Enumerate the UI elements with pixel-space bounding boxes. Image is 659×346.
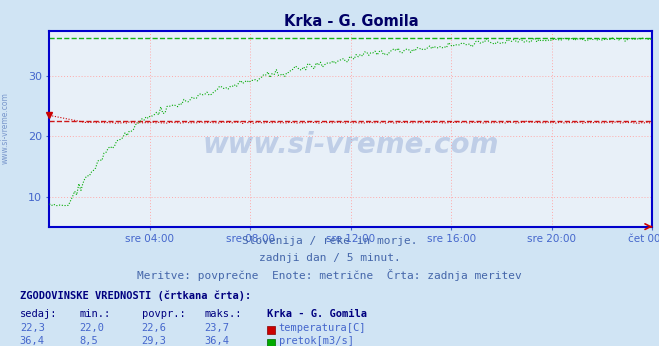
Text: www.si-vreme.com: www.si-vreme.com	[1, 92, 10, 164]
Text: 22,0: 22,0	[79, 324, 104, 334]
Text: povpr.:: povpr.:	[142, 309, 185, 319]
Text: 8,5: 8,5	[79, 336, 98, 346]
Text: pretok[m3/s]: pretok[m3/s]	[279, 336, 354, 346]
Text: Krka - G. Gomila: Krka - G. Gomila	[267, 309, 367, 319]
Text: maks.:: maks.:	[204, 309, 242, 319]
Text: 22,3: 22,3	[20, 324, 45, 334]
Text: ZGODOVINSKE VREDNOSTI (črtkana črta):: ZGODOVINSKE VREDNOSTI (črtkana črta):	[20, 291, 251, 301]
Text: 29,3: 29,3	[142, 336, 167, 346]
Text: zadnji dan / 5 minut.: zadnji dan / 5 minut.	[258, 253, 401, 263]
Text: temperatura[C]: temperatura[C]	[279, 324, 366, 334]
Text: Slovenija / reke in morje.: Slovenija / reke in morje.	[242, 236, 417, 246]
Text: 23,7: 23,7	[204, 324, 229, 334]
Text: www.si-vreme.com: www.si-vreme.com	[203, 130, 499, 158]
Text: 36,4: 36,4	[204, 336, 229, 346]
Text: min.:: min.:	[79, 309, 110, 319]
Text: 22,6: 22,6	[142, 324, 167, 334]
Title: Krka - G. Gomila: Krka - G. Gomila	[283, 13, 418, 29]
Text: sedaj:: sedaj:	[20, 309, 57, 319]
Text: 36,4: 36,4	[20, 336, 45, 346]
Text: Meritve: povprečne  Enote: metrične  Črta: zadnja meritev: Meritve: povprečne Enote: metrične Črta:…	[137, 268, 522, 281]
